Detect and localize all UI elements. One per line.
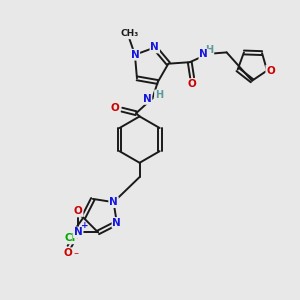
Text: N: N <box>109 197 118 207</box>
Text: O: O <box>266 66 275 76</box>
Text: H: H <box>205 45 213 55</box>
Text: N: N <box>112 218 121 228</box>
Text: O: O <box>188 79 197 89</box>
Text: O: O <box>111 103 120 113</box>
Text: N: N <box>150 43 159 52</box>
Text: N: N <box>143 94 152 104</box>
Text: H: H <box>155 90 163 100</box>
Text: O: O <box>74 206 82 216</box>
Text: CH₃: CH₃ <box>120 29 139 38</box>
Text: N: N <box>130 50 139 60</box>
Text: N: N <box>200 50 208 59</box>
Text: ⁻: ⁻ <box>73 251 78 261</box>
Text: Cl: Cl <box>65 233 76 243</box>
Text: O: O <box>64 248 72 258</box>
Text: N: N <box>74 227 82 237</box>
Text: +: + <box>81 221 89 230</box>
